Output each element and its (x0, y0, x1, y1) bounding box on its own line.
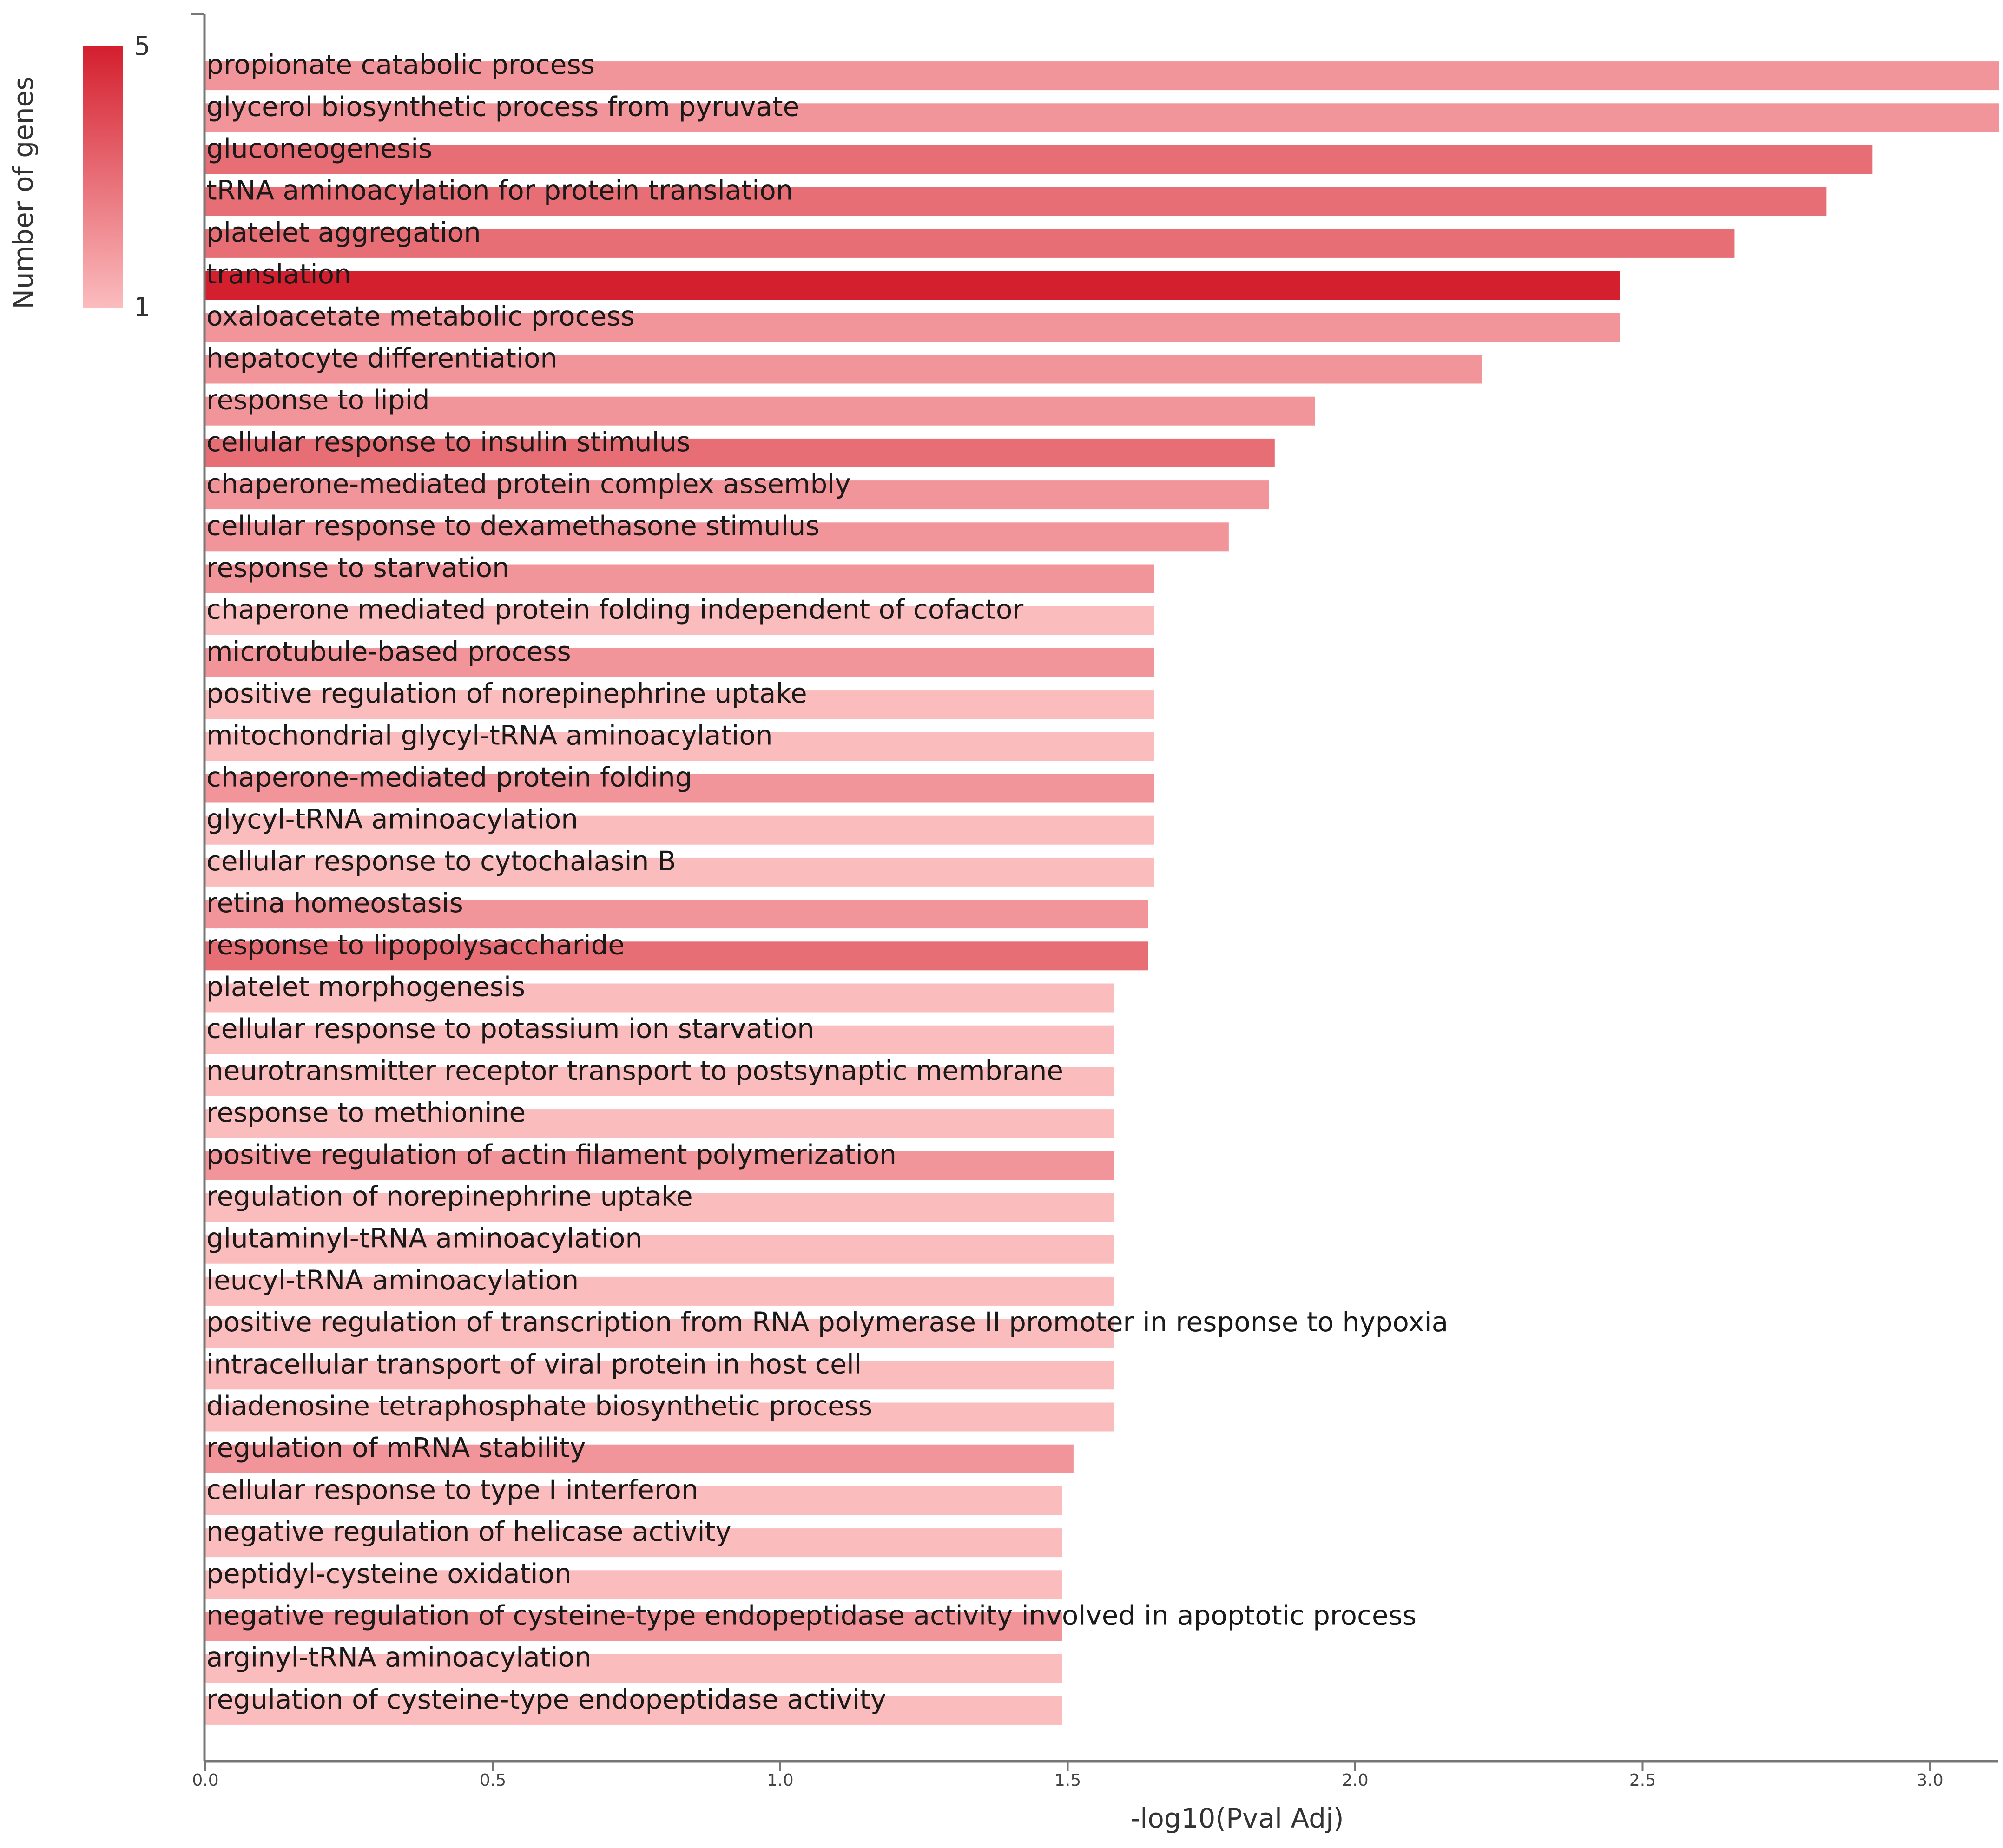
bar (205, 1067, 1114, 1096)
x-tick-label: 1.5 (1054, 1771, 1081, 1790)
bar-label: intracellular transport of viral protein… (206, 1348, 862, 1380)
bar-label: translation (206, 258, 351, 290)
bar (205, 774, 1154, 803)
x-axis-ticks: 0.0 0.5 1.0 1.5 2.0 2.5 3.0 (192, 1761, 1944, 1790)
bar-label: glutaminyl-tRNA aminoacylation (206, 1223, 642, 1254)
bar-label: microtubule-based process (206, 636, 571, 667)
bar (205, 941, 1148, 971)
bar-label: neurotransmitter receptor transport to p… (206, 1055, 1063, 1086)
x-tick-label: 2.5 (1629, 1771, 1656, 1790)
bar (205, 732, 1154, 761)
bar (205, 1151, 1114, 1180)
bar-label: chaperone mediated protein folding indep… (206, 594, 1023, 625)
bar-label: cellular response to type I interferon (206, 1474, 698, 1506)
bar (205, 396, 1315, 426)
x-axis-title: -log10(Pval Adj) (1130, 1802, 1344, 1834)
legend-max-label: 5 (134, 31, 151, 61)
bar (205, 1444, 1074, 1473)
bar (205, 1235, 1114, 1264)
bar (205, 1696, 1062, 1725)
bar-label: response to starvation (206, 552, 509, 584)
bar-label: platelet morphogenesis (206, 971, 525, 1003)
bar-label: regulation of mRNA stability (206, 1432, 586, 1464)
bar (205, 1486, 1062, 1515)
bar (205, 103, 1999, 132)
bar (205, 606, 1154, 635)
bar (205, 1361, 1114, 1390)
bar (205, 438, 1275, 467)
bar-label: cellular response to potassium ion starv… (206, 1013, 814, 1045)
bar-label: positive regulation of actin filament po… (206, 1138, 896, 1170)
bar-label: positive regulation of transcription fro… (206, 1306, 1448, 1338)
bar-label: chaperone-mediated protein folding (206, 762, 692, 793)
bar (205, 1654, 1062, 1683)
bars-group (205, 61, 1999, 1725)
bar-label: negative regulation of helicase activity (206, 1516, 731, 1547)
bar (205, 522, 1229, 552)
legend-color-scale (83, 46, 123, 308)
bar-label: chaperone-mediated protein complex assem… (206, 468, 851, 500)
bar (205, 1402, 1114, 1432)
bar (205, 1570, 1062, 1599)
bar-label: regulation of cysteine-type endopeptidas… (206, 1684, 886, 1715)
bar-label: peptidyl-cysteine oxidation (206, 1558, 572, 1589)
x-tick-label: 3.0 (1917, 1771, 1943, 1790)
bar-label: cellular response to cytochalasin B (206, 845, 676, 877)
x-tick-label: 2.0 (1342, 1771, 1368, 1790)
bar (205, 313, 1620, 342)
bar (205, 564, 1154, 593)
bar (205, 480, 1269, 510)
bar-label: glycerol biosynthetic process from pyruv… (206, 91, 799, 122)
bar-label: regulation of norepinephrine uptake (206, 1181, 693, 1212)
bar-label: leucyl-tRNA aminoacylation (206, 1264, 579, 1296)
bar-label: negative regulation of cysteine-type end… (206, 1600, 1417, 1631)
bar-label: gluconeogenesis (206, 133, 433, 164)
bar-label: hepatocyte differentiation (206, 342, 557, 374)
bar (205, 815, 1154, 845)
color-legend: 5 1 Number of genes (7, 31, 151, 322)
bar (205, 229, 1735, 258)
bar-label: tRNA aminoacylation for protein translat… (206, 175, 793, 206)
bar (205, 1319, 1114, 1348)
bar (205, 61, 1999, 91)
bar (205, 648, 1154, 677)
bar-label: response to lipid (206, 384, 430, 416)
bar-label: retina homeostasis (206, 887, 463, 919)
bar-label: mitochondrial glycyl-tRNA aminoacylation (206, 719, 773, 751)
bar (205, 900, 1148, 929)
bar (205, 1025, 1114, 1054)
bar (205, 983, 1114, 1013)
bar (205, 1109, 1114, 1138)
legend-min-label: 1 (134, 292, 151, 322)
bar (205, 355, 1482, 384)
bar-label: glycyl-tRNA aminoacylation (206, 803, 578, 835)
bar-labels-group: propionate catabolic process glycerol bio… (206, 49, 1448, 1715)
bar (205, 857, 1154, 887)
bar (205, 1612, 1062, 1641)
bar-label: response to methionine (206, 1097, 526, 1128)
bar (205, 1528, 1062, 1558)
bar (205, 271, 1620, 300)
bar (205, 187, 1827, 216)
x-tick-label: 1.0 (767, 1771, 793, 1790)
bar (205, 1276, 1114, 1306)
bar (205, 1193, 1114, 1222)
bar-label: diadenosine tetraphosphate biosynthetic … (206, 1390, 872, 1422)
x-tick-label: 0.5 (480, 1771, 506, 1790)
x-tick-label: 0.0 (192, 1771, 218, 1790)
bar-label: arginyl-tRNA aminoacylation (206, 1642, 592, 1673)
bar (205, 145, 1873, 174)
bar-label: oxaloacetate metabolic process (206, 300, 635, 332)
bar-label: response to lipopolysaccharide (206, 929, 625, 960)
bar-label: platelet aggregation (206, 217, 481, 248)
legend-title: Number of genes (7, 77, 39, 309)
bar (205, 690, 1154, 719)
bar-label: propionate catabolic process (206, 49, 595, 80)
bar-label: positive regulation of norepinephrine up… (206, 677, 807, 709)
bar-label: cellular response to dexamethasone stimu… (206, 510, 820, 541)
bar-label: cellular response to insulin stimulus (206, 426, 691, 458)
